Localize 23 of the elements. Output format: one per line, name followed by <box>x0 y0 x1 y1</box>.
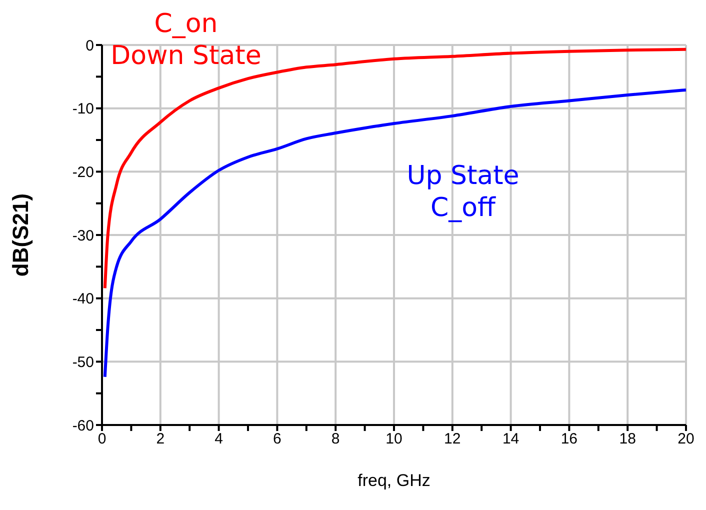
series-label: C_on Down State <box>110 8 262 72</box>
x-tick-label: 20 <box>678 430 694 448</box>
y-tick-label: -20 <box>72 164 94 181</box>
x-tick-label: 2 <box>156 430 165 448</box>
y-tick-label: -30 <box>72 227 94 244</box>
x-tick-label: 16 <box>560 430 578 448</box>
y-tick-label: 0 <box>86 37 94 54</box>
series-label: Up State C_off <box>406 160 520 224</box>
x-tick-label: 8 <box>331 430 340 448</box>
y-axis-title: dB(S21) <box>8 193 33 277</box>
y-tick-label: -50 <box>72 354 94 371</box>
x-tick-label: 0 <box>98 430 106 448</box>
x-tick-label: 12 <box>444 430 461 448</box>
y-tick-label: -40 <box>72 290 94 308</box>
x-tick-label: 18 <box>619 430 636 448</box>
x-tick-label: 10 <box>386 430 402 448</box>
x-axis-title: freq, GHz <box>358 471 430 490</box>
x-tick-label: 6 <box>273 430 282 448</box>
y-tick-label: -60 <box>72 417 94 434</box>
line-series <box>103 88 686 378</box>
x-tick-label: 14 <box>502 430 520 448</box>
y-tick-label: -10 <box>72 100 94 118</box>
x-tick-label: 4 <box>214 430 223 448</box>
